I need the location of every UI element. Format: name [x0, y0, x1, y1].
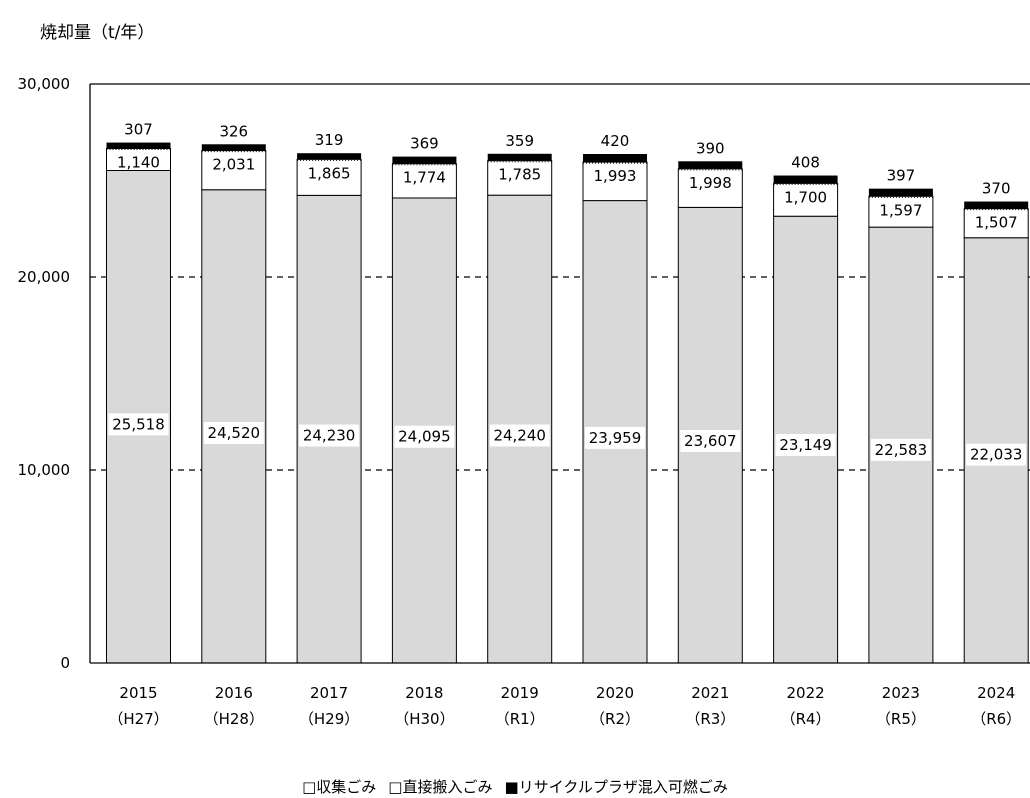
data-label-collected: 24,230: [303, 427, 356, 445]
bar-segment-recycle: [678, 161, 743, 169]
legend-marker: ■: [504, 778, 518, 796]
bar-segment-direct: [773, 182, 839, 217]
data-label-recycle: 369: [410, 135, 439, 153]
bar-segment-recycle: [487, 153, 552, 161]
data-label-collected: 24,240: [493, 426, 546, 444]
x-tick-sublabel: （R4）: [781, 710, 831, 728]
legend-entries: □収集ごみ □直接搬入ごみ ■リサイクルプラザ混入可燃ごみ: [302, 778, 728, 796]
data-label-collected: 25,518: [112, 415, 165, 433]
label-bg: [108, 413, 169, 436]
x-tick-label: 2020: [596, 684, 634, 702]
x-tick-sublabel: （H29）: [299, 710, 359, 728]
data-labels: 25,518 1,140 307 24,520 2,031 326 24,230 1,865 3…: [108, 121, 1027, 466]
bar-segment-recycle: [297, 153, 362, 160]
data-label-collected: 24,520: [208, 424, 261, 442]
label-bg: [966, 443, 1027, 466]
label-bg: [299, 424, 360, 447]
bar-segment-recycle: [773, 175, 838, 184]
data-label-direct: 1,700: [784, 188, 827, 206]
y-tick-label: 0: [60, 654, 70, 672]
bar-segment-recycle: [868, 188, 933, 197]
x-tick-sublabel: （R2）: [590, 710, 640, 728]
data-label-direct: 1,597: [879, 201, 922, 219]
bar-segment-recycle: [106, 142, 171, 149]
label-bg: [489, 424, 550, 447]
data-label-direct: 1,993: [594, 167, 637, 185]
x-tick-sublabel: （R5）: [876, 710, 926, 728]
label-bg: [870, 438, 931, 461]
y-axis-ticks: 0 10,000 20,000 30,000: [18, 75, 71, 672]
data-label-direct: 1,774: [403, 169, 446, 187]
data-label-recycle: 319: [315, 131, 344, 149]
y-tick-label: 10,000: [18, 461, 71, 479]
x-tick-sublabel: （H27）: [108, 710, 168, 728]
bar-segment-direct: [487, 160, 553, 196]
y-tick-label: 20,000: [18, 268, 71, 286]
label-bg: [394, 425, 455, 448]
legend-label: 直接搬入ごみ: [402, 778, 492, 796]
data-label-recycle: 307: [124, 121, 153, 139]
bar-segment-direct: [963, 208, 1029, 239]
x-tick-label: 2021: [691, 684, 729, 702]
data-label-recycle: 370: [982, 180, 1011, 198]
data-label-direct: 1,998: [689, 174, 732, 192]
data-label-direct: 1,140: [117, 154, 160, 172]
legend-marker: □: [388, 778, 402, 796]
data-label-collected: 23,607: [684, 432, 737, 450]
data-label-collected: 22,033: [970, 446, 1023, 464]
x-tick-label: 2017: [310, 684, 348, 702]
bar-segment-recycle: [392, 156, 457, 164]
bar-segment-direct: [677, 168, 743, 208]
data-label-recycle: 326: [219, 122, 248, 140]
bar-segment-direct: [391, 163, 457, 199]
x-tick-label: 2018: [405, 684, 443, 702]
plot-frame: [89, 83, 1030, 664]
x-tick-sublabel: （R1）: [495, 710, 545, 728]
x-tick-label: 2015: [119, 684, 157, 702]
label-bg: [203, 422, 264, 445]
data-label-direct: 1,507: [975, 214, 1018, 232]
bar-segment-recycle: [583, 154, 647, 163]
label-bg: [680, 429, 741, 452]
x-tick-sublabel: （H30）: [394, 710, 454, 728]
data-label-recycle: 420: [601, 132, 630, 150]
bar-segment-direct: [296, 158, 362, 196]
bar-segment-recycle: [201, 144, 266, 151]
x-tick-label: 2022: [787, 684, 825, 702]
legend-label: 収集ごみ: [316, 778, 376, 796]
data-label-recycle: 359: [505, 132, 534, 150]
x-axis-ticks: 2015 （H27） 2016 （H28） 2017 （H29） 2018 （H30） 2019…: [108, 684, 1021, 728]
data-label-recycle: 390: [696, 139, 725, 157]
x-tick-label: 2019: [501, 684, 539, 702]
data-label-collected: 22,583: [875, 441, 928, 459]
bar-segment-recycle: [964, 201, 1029, 209]
data-label-direct: 1,865: [308, 164, 351, 182]
data-label-collected: 23,959: [589, 429, 642, 447]
y-tick-label: 30,000: [18, 75, 71, 93]
x-tick-sublabel: （R6）: [971, 710, 1021, 728]
bars: [106, 142, 1029, 664]
bar-segment-direct: [201, 150, 267, 191]
legend-marker: □: [302, 778, 316, 796]
data-label-recycle: 408: [791, 154, 820, 172]
data-label-direct: 2,031: [212, 156, 255, 174]
label-bg: [585, 426, 645, 449]
data-label-collected: 23,149: [779, 436, 832, 454]
bar-segment-direct: [582, 161, 648, 202]
x-tick-label: 2024: [977, 684, 1015, 702]
data-label-recycle: 397: [887, 167, 916, 185]
x-tick-sublabel: （R3）: [685, 710, 735, 728]
x-tick-label: 2023: [882, 684, 920, 702]
x-tick-label: 2016: [215, 684, 253, 702]
x-tick-sublabel: （H28）: [204, 710, 264, 728]
legend-label: リサイクルプラザ混入可燃ごみ: [519, 778, 728, 796]
bar-segment-direct: [868, 195, 934, 228]
legend: □収集ごみ □直接搬入ごみ ■リサイクルプラザ混入可燃ごみ: [302, 778, 728, 796]
y-axis-title: 焼却量（t/年）: [40, 23, 154, 43]
data-label-collected: 24,095: [398, 428, 451, 446]
label-bg: [775, 433, 836, 456]
data-label-direct: 1,785: [498, 166, 541, 184]
